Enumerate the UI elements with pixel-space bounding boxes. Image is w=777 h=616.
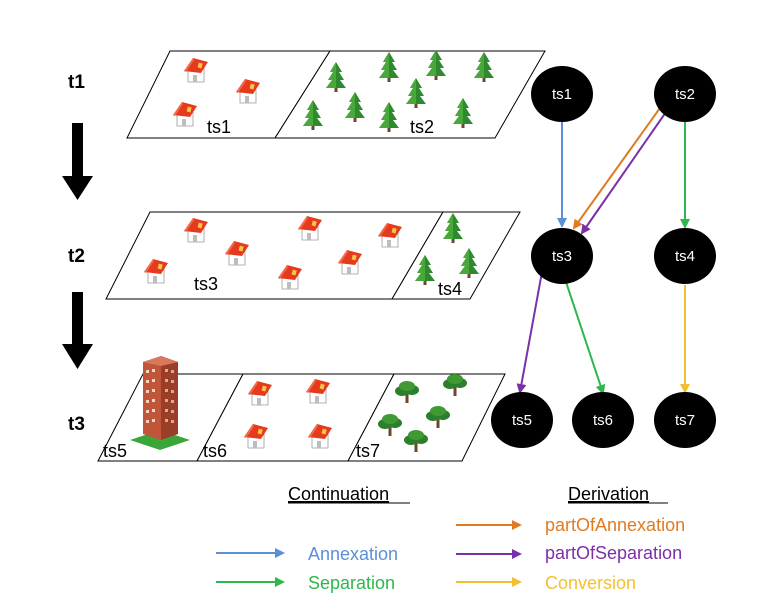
graph-edges (516, 107, 690, 395)
legend-partofannexation-label: partOfAnnexation (545, 515, 685, 535)
edge-separation-ts3-ts6 (565, 281, 606, 395)
strip-label-ts2: ts2 (410, 117, 434, 137)
time-label-t2: t2 (68, 246, 85, 267)
edge-partofseparation-ts3-ts5 (516, 271, 543, 394)
strip-label-ts5: ts5 (103, 441, 127, 461)
strip-label-ts6: ts6 (203, 441, 227, 461)
strip-label-ts7: ts7 (356, 441, 380, 461)
time-label-t3: t3 (68, 414, 85, 435)
node-ts4-label: ts4 (675, 248, 695, 265)
time-label-t1: t1 (68, 72, 85, 93)
strip-label-ts1: ts1 (207, 117, 231, 137)
edge-partofannexation-ts2-ts3 (572, 107, 661, 230)
node-ts3-label: ts3 (552, 248, 572, 265)
node-ts5-label: ts5 (512, 412, 532, 429)
layer-t1: ts1 ts2 (126, 50, 546, 139)
graph-nodes: ts1 ts2 ts3 ts4 ts5 ts6 ts7 (491, 66, 716, 448)
strip-label-ts3: ts3 (194, 274, 218, 294)
node-ts1-label: ts1 (552, 86, 572, 103)
strip-label-ts4: ts4 (438, 279, 462, 299)
node-ts7: ts7 (654, 392, 716, 448)
layer-t2: ts3 ts4 (105, 211, 521, 300)
legend-annexation-label: Annexation (308, 544, 398, 564)
node-ts6-label: ts6 (593, 412, 613, 429)
node-ts2: ts2 (654, 66, 716, 122)
node-ts3: ts3 (531, 228, 593, 284)
legend-continuation-title: Continuation (288, 484, 389, 504)
node-ts2-label: ts2 (675, 86, 695, 103)
legend-derivation-title: Derivation (568, 484, 649, 504)
legend-separation-label: Separation (308, 573, 395, 593)
legend-partofseparation-label: partOfSeparation (545, 543, 682, 563)
down-arrow-icon (62, 292, 93, 369)
legend-conversion-label: Conversion (545, 573, 636, 593)
down-arrow-icon (62, 123, 93, 200)
edge-partofseparation-ts2-ts3 (580, 111, 667, 235)
layer-t3: ts5 ts6 ts7 (97, 356, 506, 462)
node-ts7-label: ts7 (675, 412, 695, 429)
node-ts1: ts1 (531, 66, 593, 122)
legend: Continuation Derivation Annexation Separ… (216, 484, 685, 593)
node-ts5: ts5 (491, 392, 553, 448)
node-ts4: ts4 (654, 228, 716, 284)
node-ts6: ts6 (572, 392, 634, 448)
highrise-building-icon (130, 356, 190, 450)
